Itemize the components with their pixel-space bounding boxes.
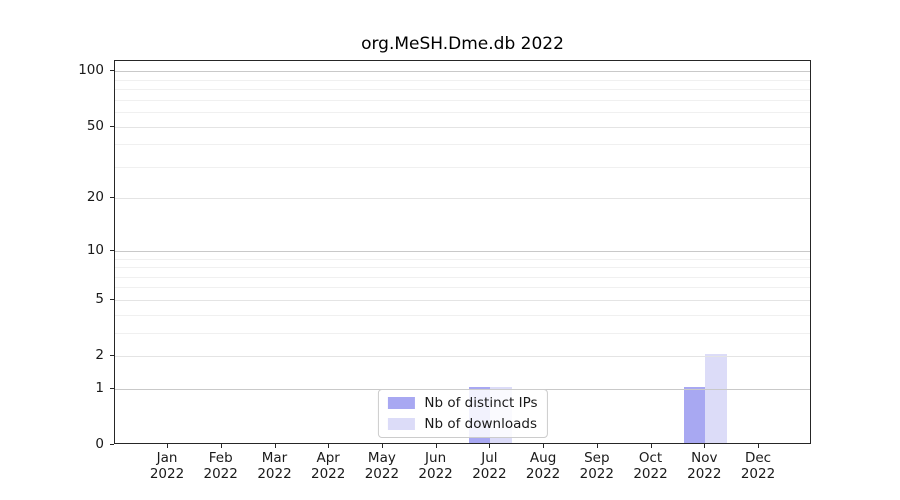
x-tick-label-jul: Jul 2022	[459, 450, 519, 482]
bar-nb-of-downloads-nov	[705, 354, 727, 443]
gridline-minor-4	[115, 314, 810, 316]
y-tick-label-10: 10	[86, 241, 104, 258]
gridline-2	[115, 356, 810, 357]
gridline-minor-6	[115, 287, 810, 289]
gridline-minor-3	[115, 332, 810, 334]
x-label-month: May	[367, 450, 396, 466]
gridline-10	[115, 250, 810, 252]
x-tick-apr	[328, 444, 330, 448]
x-tick-mar	[274, 444, 276, 448]
x-tick-label-apr: Apr 2022	[298, 450, 358, 482]
gridline-20	[115, 198, 810, 200]
legend-swatch	[387, 397, 415, 409]
x-label-year: 2022	[311, 465, 346, 482]
x-label-year: 2022	[472, 465, 507, 482]
x-tick-label-dec: Dec 2022	[728, 450, 788, 482]
legend-item: Nb of distinct IPs	[387, 395, 538, 411]
x-tick-dec	[758, 444, 759, 448]
x-label-month: Apr	[316, 450, 340, 466]
gridline-50	[115, 126, 810, 128]
y-tick-label-50: 50	[86, 117, 104, 134]
x-label-year: 2022	[687, 465, 722, 482]
y-tick-label-5: 5	[95, 290, 104, 307]
gridline-minor-30	[115, 166, 810, 168]
gridline-minor-60	[115, 112, 810, 114]
x-tick-aug	[543, 444, 545, 448]
legend-label: Nb of distinct IPs	[424, 395, 538, 411]
y-tick-label-100: 100	[78, 62, 104, 79]
y-tick-label-0: 0	[95, 436, 104, 452]
x-label-year: 2022	[579, 465, 614, 482]
x-tick-label-oct: Oct 2022	[621, 450, 681, 482]
plot-area: Nb of distinct IPs Nb of downloads	[114, 60, 811, 444]
x-tick-feb	[220, 444, 222, 448]
y-tick-20	[110, 197, 114, 199]
y-tick-label-1: 1	[95, 379, 104, 396]
x-tick-may	[381, 444, 383, 448]
x-tick-label-nov: Nov 2022	[674, 450, 734, 482]
x-label-month: Jan	[156, 450, 178, 466]
x-tick-jan	[167, 444, 168, 448]
bar-nb-of-distinct-ips-nov	[683, 386, 706, 443]
x-label-month: Sep	[584, 450, 610, 466]
gridline-minor-80	[115, 89, 810, 91]
legend-item: Nb of downloads	[387, 416, 537, 432]
x-tick-label-aug: Aug 2022	[513, 450, 573, 482]
x-tick-jun	[435, 444, 437, 448]
x-label-month: Oct	[638, 450, 663, 466]
x-label-year: 2022	[364, 465, 400, 482]
y-tick-100	[110, 70, 114, 72]
gridline-minor-7	[115, 276, 810, 278]
x-tick-sep	[596, 444, 598, 448]
x-tick-label-jun: Jun 2022	[406, 450, 466, 482]
y-tick-2	[110, 355, 114, 356]
x-label-year: 2022	[203, 465, 238, 482]
grid-layer	[115, 61, 810, 443]
y-tick-label-20: 20	[86, 189, 104, 206]
gridline-100	[115, 71, 810, 73]
x-label-year: 2022	[149, 465, 185, 482]
x-label-month: Jul	[481, 450, 498, 466]
x-tick-label-jan: Jan 2022	[137, 450, 197, 482]
x-tick-label-mar: Mar 2022	[245, 450, 305, 482]
gridline-minor-9	[115, 258, 810, 260]
y-tick-0	[110, 444, 114, 445]
chart-title: org.MeSH.Dme.db 2022	[361, 34, 564, 54]
x-label-year: 2022	[740, 465, 776, 482]
y-tick-50	[110, 125, 114, 127]
y-tick-10	[110, 249, 114, 251]
x-label-year: 2022	[257, 465, 292, 482]
x-label-month: Dec	[744, 450, 772, 466]
legend-swatch	[387, 418, 415, 430]
x-tick-label-feb: Feb 2022	[191, 450, 251, 482]
x-tick-label-may: May 2022	[352, 450, 412, 482]
x-label-year: 2022	[525, 465, 561, 482]
gridline-minor-90	[115, 79, 810, 81]
x-tick-nov	[704, 444, 706, 448]
x-label-year: 2022	[633, 465, 668, 482]
gridline-5	[115, 299, 810, 301]
x-tick-label-sep: Sep 2022	[567, 450, 627, 482]
y-tick-label-2: 2	[95, 347, 104, 363]
x-label-month: Jun	[425, 450, 447, 466]
y-tick-1	[110, 387, 114, 389]
x-label-month: Feb	[208, 450, 233, 466]
legend-label: Nb of downloads	[424, 416, 537, 432]
legend: Nb of distinct IPs Nb of downloads	[377, 389, 548, 438]
x-label-year: 2022	[418, 465, 453, 482]
x-label-month: Mar	[261, 450, 288, 466]
x-label-month: Aug	[529, 450, 557, 466]
gridline-minor-8	[115, 267, 810, 269]
x-tick-jul	[489, 444, 491, 448]
gridline-minor-70	[115, 99, 810, 101]
x-tick-oct	[650, 444, 652, 448]
y-tick-5	[110, 298, 114, 300]
gridline-minor-40	[115, 144, 810, 146]
x-label-month: Nov	[691, 450, 718, 466]
